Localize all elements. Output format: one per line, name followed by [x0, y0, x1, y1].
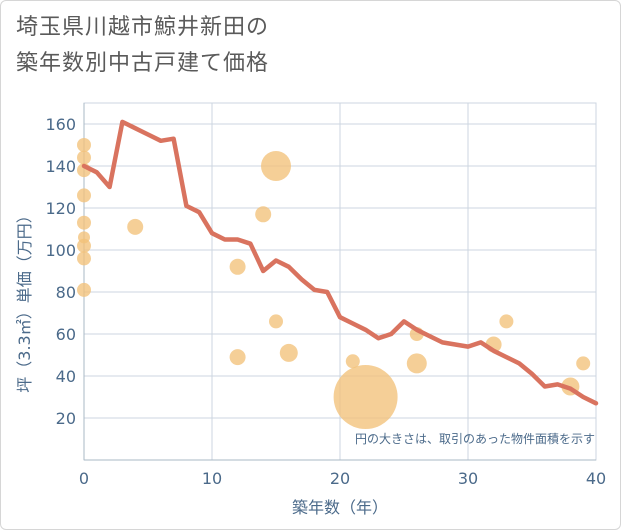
x-axis-label: 築年数（年）: [292, 498, 388, 517]
bubble-point: [77, 282, 91, 297]
x-tick-label: 30: [458, 469, 478, 488]
bubble-point: [77, 251, 91, 266]
bubble-point: [229, 258, 246, 275]
tick-labels: 20 40 60 80 100 120 140 160 0 10 20 30 40: [45, 115, 606, 488]
bubble-point: [576, 356, 591, 371]
bubble-point: [77, 238, 91, 253]
y-tick-label: 60: [56, 325, 76, 344]
y-axis-label: 坪（3.3㎡）単価（万円）: [15, 207, 34, 392]
chart-title: 埼玉県川越市鯨井新田の 築年数別中古戸建て価格: [16, 10, 269, 82]
bubble-point: [77, 138, 91, 152]
bubble-point: [269, 314, 283, 329]
bubble-point: [127, 218, 144, 235]
line-series: [81, 119, 599, 406]
bubble-point: [77, 188, 91, 203]
bubble-point: [333, 365, 398, 429]
y-tick-label: 80: [56, 283, 76, 302]
x-tick-label: 40: [586, 469, 606, 488]
y-tick-label: 120: [45, 199, 76, 218]
y-tick-label: 140: [45, 157, 76, 176]
y-tick-label: 100: [45, 241, 76, 260]
bubble-point: [499, 314, 514, 329]
bubble-point: [77, 150, 91, 165]
x-tick-label: 0: [79, 469, 89, 488]
y-tick-label: 40: [56, 367, 76, 386]
chart-title-line1: 埼玉県川越市鯨井新田の: [16, 15, 270, 40]
grid: [83, 102, 597, 461]
average-price-line: [81, 119, 599, 406]
bubble-point: [406, 353, 427, 374]
bubble-point: [77, 215, 91, 230]
x-tick-label: 10: [202, 469, 222, 488]
y-tick-label: 160: [45, 115, 76, 134]
bubble-point: [261, 151, 291, 181]
chart-title-line2: 築年数別中古戸建て価格: [16, 51, 270, 76]
bubble-point: [229, 349, 246, 366]
bubble-point: [255, 206, 272, 223]
bubble-point: [279, 343, 298, 362]
bubble-point: [345, 354, 360, 369]
x-tick-label: 20: [330, 469, 350, 488]
bubble-series: [77, 138, 591, 429]
y-tick-label: 20: [56, 409, 76, 428]
size-note: 円の大きさは、取引のあった物件面積を示す: [355, 431, 595, 446]
